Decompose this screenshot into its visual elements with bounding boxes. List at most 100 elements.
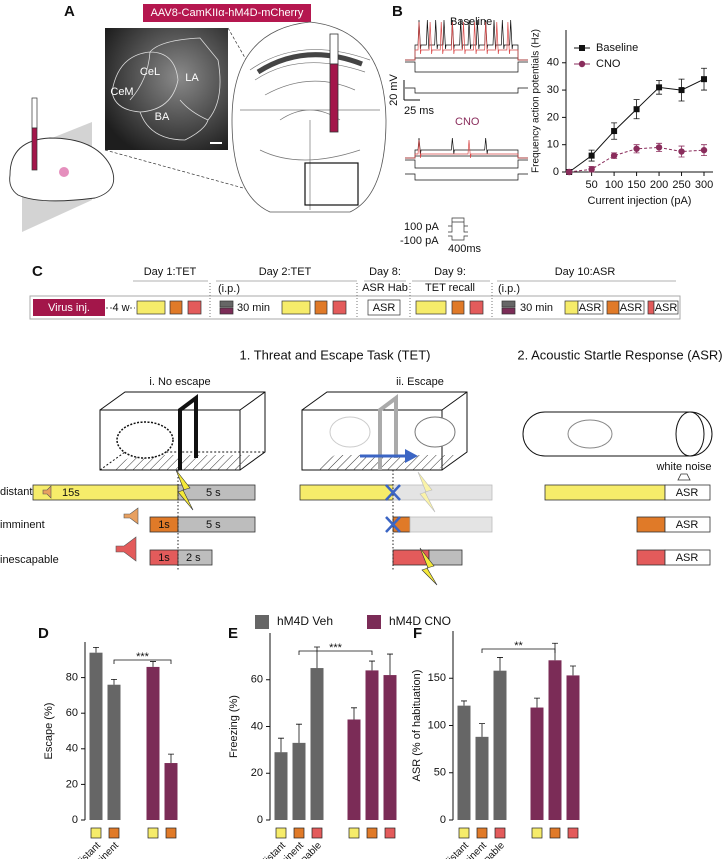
category-swatch	[366, 827, 378, 839]
bar	[89, 652, 103, 820]
bar	[383, 675, 397, 820]
day-label: Day 8:	[369, 266, 401, 278]
x-tick-label: 200	[650, 179, 668, 191]
y-tick-label: 20	[66, 778, 78, 790]
category-swatch	[549, 827, 561, 839]
stimulus-label: imminent	[0, 519, 45, 531]
error-bar	[314, 646, 320, 669]
point	[588, 166, 595, 173]
bar	[274, 752, 288, 820]
legend-marker	[579, 45, 585, 51]
error-bar	[111, 678, 117, 685]
zoom-box	[304, 162, 359, 206]
day-subtitle: ASR Hab	[362, 282, 408, 294]
bar	[475, 736, 489, 820]
wait-label: 30 min	[237, 302, 270, 314]
probe	[31, 97, 38, 129]
bar	[493, 670, 507, 820]
point	[701, 76, 708, 83]
error-bar	[479, 723, 485, 737]
point	[610, 152, 618, 159]
error-bar	[461, 700, 467, 706]
voltage-trace	[405, 173, 528, 181]
step-label: -100 pA	[400, 235, 439, 247]
panel-label: B	[392, 3, 403, 20]
y-tick-label: 100	[428, 719, 446, 731]
error-bar	[497, 657, 503, 671]
significance-bracket	[113, 659, 172, 664]
shock-icon	[175, 469, 194, 511]
mouse	[567, 419, 613, 449]
panel-c-timeline: Day 1:TET Day 2:TET Day 8: Day 9: Day 10…	[29, 266, 681, 320]
point	[633, 106, 640, 113]
blocked-mark	[385, 484, 401, 533]
y-tick-label: 60	[66, 707, 78, 719]
brain-section	[231, 21, 387, 213]
bar	[107, 684, 121, 820]
condition-label: CNO	[455, 116, 480, 128]
bar	[457, 705, 471, 820]
wait-label: 30 min	[520, 302, 553, 314]
asr-label: ASR	[579, 302, 602, 314]
bar	[164, 763, 178, 820]
x-axis-label: Current injection (pA)	[588, 195, 692, 207]
escape-arrow	[405, 449, 418, 463]
point	[700, 146, 708, 154]
duration-label: 5 s	[206, 487, 221, 499]
mouse	[414, 416, 456, 448]
y-tick-label: 20	[251, 767, 263, 779]
voltage-trace	[405, 19, 528, 61]
bar	[310, 668, 324, 820]
duration-label: 1s	[158, 552, 170, 564]
category-swatch	[165, 827, 177, 839]
y-tick-label: 0	[72, 814, 78, 826]
category-swatch	[108, 827, 120, 839]
y-axis-label: ASR (% of habituation)	[411, 670, 423, 782]
x-tick-label: 150	[627, 179, 645, 191]
voltage-trace	[405, 57, 528, 61]
speaker-icon	[677, 473, 691, 481]
day-label: Day 1:TET	[144, 266, 197, 278]
probe	[329, 63, 339, 133]
region-label: CeL	[140, 66, 160, 78]
condition-title: i. No escape	[149, 376, 210, 388]
error-bar	[534, 697, 540, 708]
panel-c-protocol: 1. Threat and Escape Task (TET) 2. Acous…	[0, 347, 723, 586]
asr-label: ASR	[373, 302, 396, 314]
category-swatch	[90, 827, 102, 839]
bar	[347, 719, 361, 820]
category-swatch	[494, 827, 506, 839]
speaker-icon	[42, 485, 139, 562]
onset-line	[177, 470, 394, 570]
y-tick-label: 0	[440, 814, 446, 826]
day-subtitle: (i.p.)	[498, 283, 520, 295]
region-label: BA	[155, 111, 170, 123]
error-bar	[278, 737, 284, 753]
x-tick-label: 100	[605, 179, 623, 191]
scale-label: 20 mV	[388, 73, 400, 105]
significance-label: ***	[329, 642, 343, 654]
brain-structure	[240, 49, 380, 210]
legend-swatch	[367, 615, 381, 629]
y-tick-label: 20	[547, 111, 559, 123]
construct-label: AAV8-CamKIIα-hM4D-mCherry	[151, 7, 304, 19]
error-bar	[168, 753, 174, 764]
bar	[566, 675, 580, 820]
voltage-trace	[405, 87, 528, 94]
day-label: Day 2:TET	[259, 266, 312, 278]
divider	[178, 394, 198, 470]
category-swatch	[311, 827, 323, 839]
point	[611, 128, 618, 135]
error-bar	[570, 665, 576, 676]
scale-label: 25 ms	[404, 105, 434, 117]
virus-box	[33, 299, 105, 316]
legend-label: Baseline	[596, 42, 638, 54]
error-bar	[296, 723, 302, 743]
interval-label: 4 w	[112, 302, 129, 314]
shock-floor	[312, 455, 460, 470]
point	[678, 148, 685, 155]
voltage-trace	[405, 21, 528, 61]
y-tick-label: 150	[428, 672, 446, 684]
error-bar	[369, 660, 375, 671]
